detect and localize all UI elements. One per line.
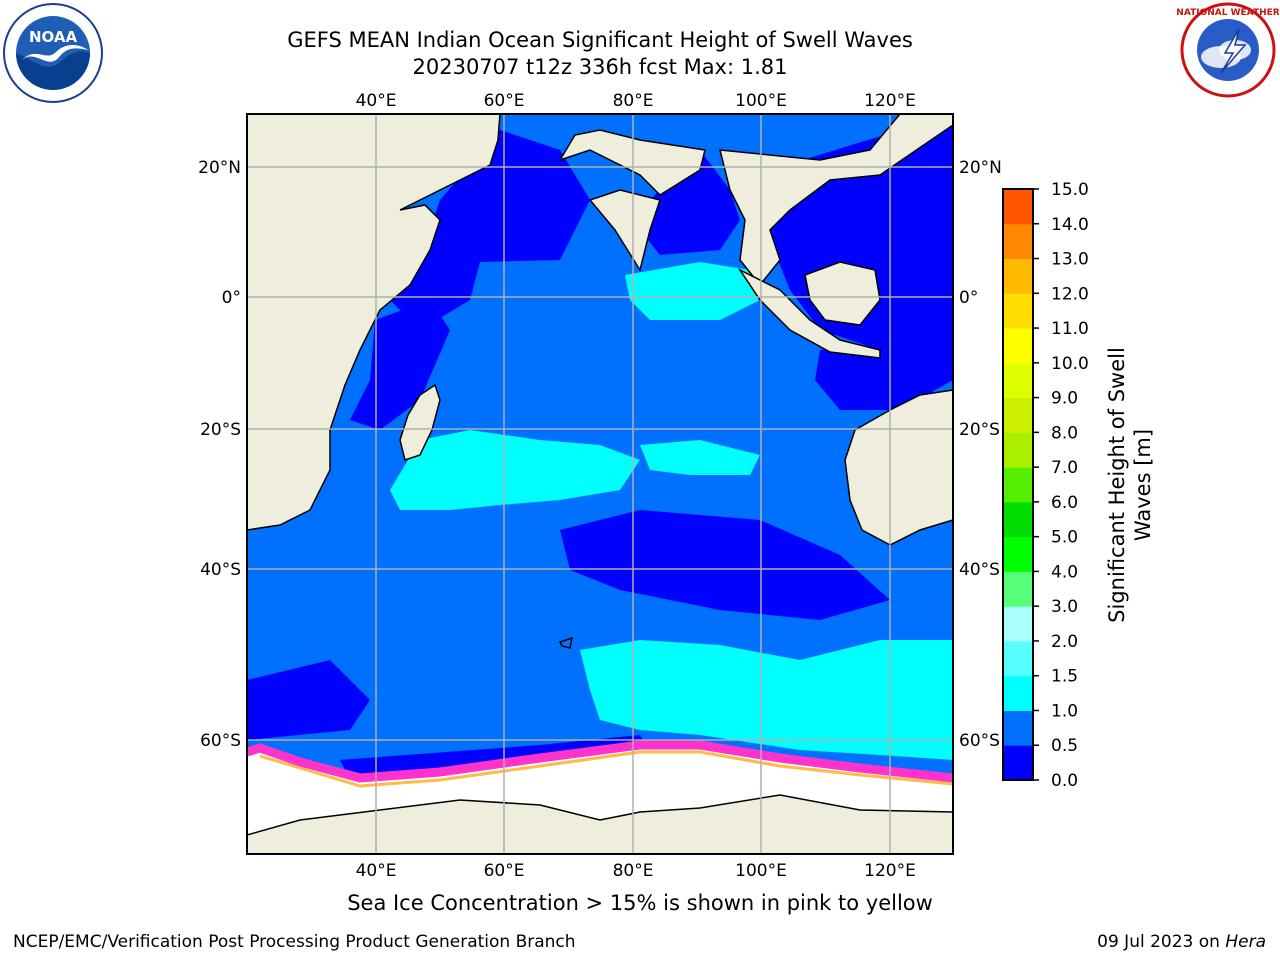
- nws-logo: NATIONAL WEATHER: [1177, 2, 1279, 98]
- colorbar-band: [1003, 223, 1033, 260]
- lon-label-top: 100°E: [735, 91, 787, 111]
- chart-subtitle: 20230707 t12z 336h fcst Max: 1.81: [412, 55, 788, 79]
- footer-date-text: 09 Jul 2023 on: [1097, 932, 1226, 952]
- colorbar-tick-label: 14.0: [1051, 215, 1089, 235]
- lat-label-right: 0°: [959, 288, 978, 308]
- colorbar-band: [1003, 745, 1033, 781]
- land-borneo: [804, 261, 881, 326]
- lon-label-bottom: 40°E: [356, 861, 397, 881]
- colorbar-tick-label: 1.5: [1051, 667, 1078, 687]
- sea-ice-edge-pink: [247, 740, 953, 783]
- colorbar-tick-label: 13.0: [1051, 250, 1089, 270]
- footer-host: Hera: [1225, 932, 1266, 952]
- colorbar-band: [1003, 640, 1033, 677]
- colorbar-tick-label: 4.0: [1051, 562, 1078, 582]
- lat-label-left: 60°S: [200, 731, 241, 751]
- lon-label-top: 60°E: [484, 91, 525, 111]
- map-frame: [246, 113, 954, 855]
- lon-label-bottom: 80°E: [613, 861, 654, 881]
- lat-label-right: 40°S: [959, 560, 1000, 580]
- sea-ice-edge-orange: [259, 750, 953, 788]
- colorbar-label-line2: Waves [m]: [1131, 429, 1155, 541]
- noaa-logo: NOAA: [3, 3, 103, 103]
- map-gridlines: [247, 114, 953, 854]
- colorbar-band: [1003, 501, 1033, 538]
- colorbar-band: [1003, 606, 1033, 642]
- colorbar-label-line1: Significant Height of Swell: [1105, 347, 1129, 623]
- colorbar-tick-label: 7.0: [1051, 458, 1078, 478]
- land-antarctica: [247, 794, 953, 854]
- colorbar-band: [1003, 675, 1033, 711]
- map-plot-area: [247, 114, 953, 854]
- lat-label-right: 20°S: [959, 420, 1000, 440]
- colorbar-tick-label: 10.0: [1051, 354, 1089, 374]
- lon-label-top: 80°E: [613, 91, 654, 111]
- colorbar-tick-label: 11.0: [1051, 319, 1089, 339]
- moderate-swell-southern: [580, 640, 953, 760]
- land-southeast-asia: [719, 114, 953, 287]
- noaa-logo-text: NOAA: [29, 28, 78, 46]
- noaa-logo-bird: [22, 45, 88, 62]
- colorbar-tick-label: 9.0: [1051, 389, 1078, 409]
- colorbar-tick-label: 12.0: [1051, 284, 1089, 304]
- lon-label-top: 120°E: [864, 91, 916, 111]
- land-masses: [247, 114, 953, 854]
- lat-label-right: 60°S: [959, 731, 1000, 751]
- colorbar-band: [1003, 536, 1033, 572]
- moderate-swell-subtropical-east: [640, 440, 760, 475]
- lon-label-top: 40°E: [356, 91, 397, 111]
- land-africa-arabia: [247, 114, 501, 531]
- colorbar-tick-label: 8.0: [1051, 423, 1078, 443]
- lat-label-left: 0°: [222, 288, 241, 308]
- colorbar-band: [1003, 432, 1033, 468]
- colorbar-tick-label: 0.0: [1051, 771, 1078, 791]
- colorbar-band: [1003, 258, 1033, 294]
- colorbar-band: [1003, 189, 1033, 225]
- moderate-swell-equatorial: [625, 262, 760, 320]
- low-swell-timor-sea: [815, 340, 953, 410]
- colorbar-band: [1003, 710, 1033, 746]
- low-swell-bay-of-bengal: [640, 150, 740, 255]
- land-madagascar: [399, 383, 441, 461]
- colorbar-frame: [1002, 188, 1034, 781]
- colorbar-tick-label: 15.0: [1051, 180, 1089, 200]
- low-swell-south-central: [560, 510, 890, 620]
- land-kerguelen: [558, 636, 573, 649]
- chart-title: GEFS MEAN Indian Ocean Significant Heigh…: [287, 28, 913, 52]
- low-swell-arabian-sea: [390, 130, 590, 330]
- lat-label-left: 20°N: [198, 158, 241, 178]
- colorbar-tick-label: 0.5: [1051, 736, 1078, 756]
- lat-label-right: 20°N: [959, 158, 1002, 178]
- colorbar-tick-label: 6.0: [1051, 493, 1078, 513]
- low-swell-southwest: [247, 660, 370, 740]
- colorbar-band: [1003, 293, 1033, 329]
- colorbar-tick-label: 5.0: [1051, 528, 1078, 548]
- land-sumatra-java: [737, 268, 881, 359]
- footer-date: 09 Jul 2023 on Hera: [1097, 932, 1266, 952]
- lat-label-left: 20°S: [200, 420, 241, 440]
- footer-credit: NCEP/EMC/Verification Post Processing Pr…: [13, 932, 576, 952]
- lon-label-bottom: 120°E: [864, 861, 916, 881]
- nws-logo-text: NATIONAL WEATHER: [1177, 8, 1279, 18]
- colorbar-band: [1003, 397, 1033, 433]
- colorbar-band: [1003, 571, 1033, 607]
- colorbar-tick-label: 1.0: [1051, 701, 1078, 721]
- colorbar-band: [1003, 328, 1033, 364]
- colorbar-tick-label: 3.0: [1051, 597, 1078, 617]
- sea-ice-note: Sea Ice Concentration > 15% is shown in …: [347, 891, 933, 915]
- noaa-logo-wave: [16, 51, 90, 90]
- lon-label-bottom: 100°E: [735, 861, 787, 881]
- lon-label-bottom: 60°E: [484, 861, 525, 881]
- colorbar-tick-label: 2.0: [1051, 632, 1078, 652]
- nws-logo-bolt: [1220, 28, 1247, 74]
- low-swell-mozambique: [350, 300, 450, 430]
- colorbar-band: [1003, 467, 1033, 503]
- colorbar-band: [1003, 362, 1033, 399]
- lat-label-left: 40°S: [200, 560, 241, 580]
- moderate-swell-subtropical-west: [390, 430, 640, 510]
- colorbar: 0.0 0.5 1.0 1.5 2.0 3.0 4.0 5.0 6.0 7.0 8.0 9.0 10.0…: [1002, 180, 1089, 791]
